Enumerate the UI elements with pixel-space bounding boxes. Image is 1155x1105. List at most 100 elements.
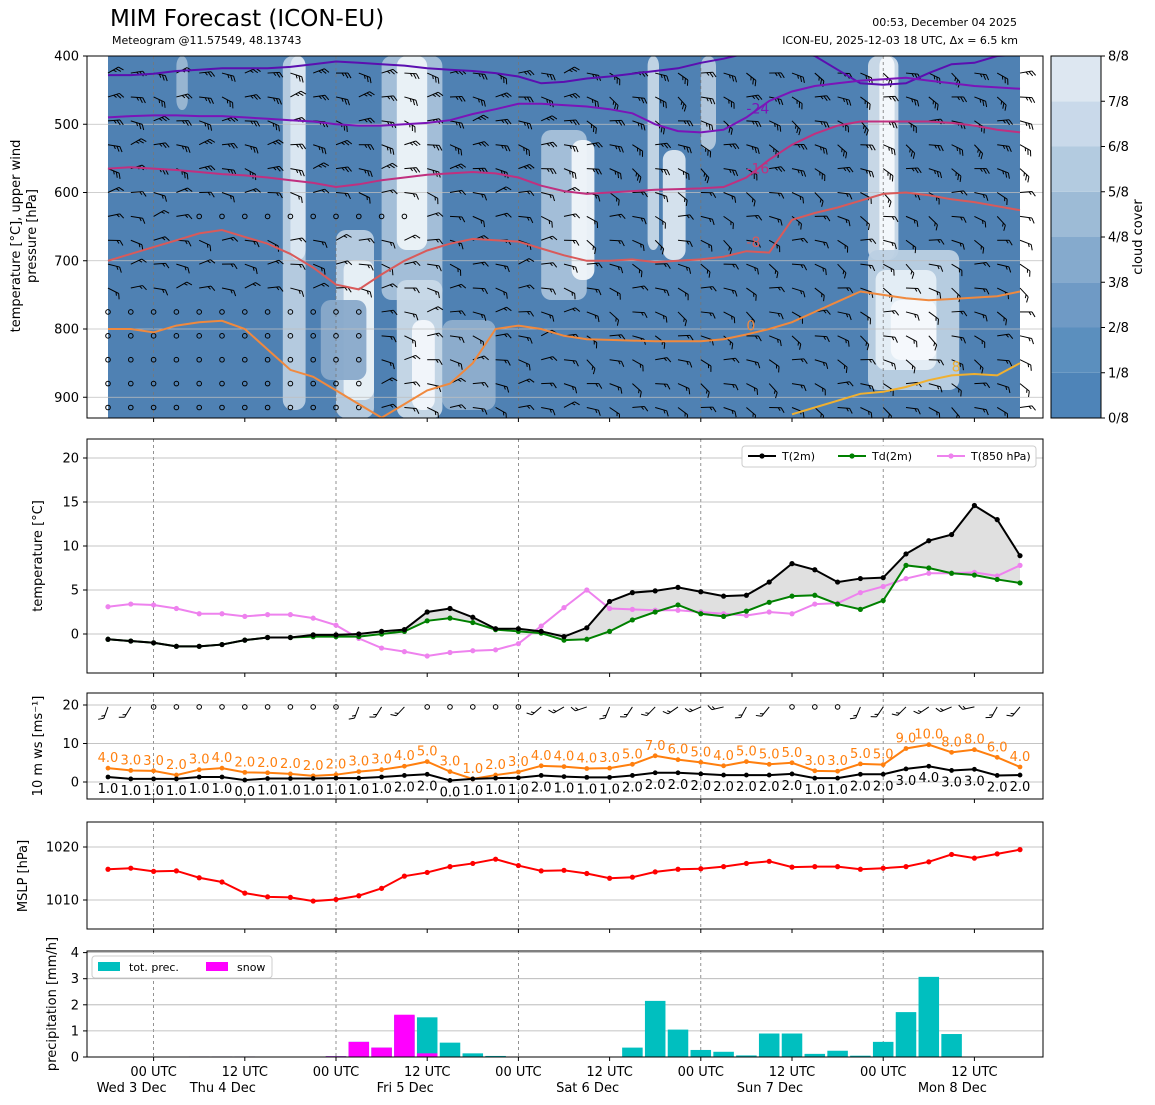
barb-staff xyxy=(974,192,987,196)
y-tick-label: 0 xyxy=(71,1051,79,1066)
barb-flag xyxy=(961,270,963,277)
barb-flag xyxy=(754,415,757,418)
barb-flag xyxy=(207,97,211,104)
data-point xyxy=(812,601,818,607)
precipitation-plot-area xyxy=(188,976,962,1057)
barb-flag xyxy=(500,170,503,175)
barb-flag xyxy=(621,361,625,367)
barb-flag xyxy=(803,144,808,150)
barb-flag xyxy=(183,283,188,286)
wind-barb xyxy=(1019,405,1036,411)
barb-flag xyxy=(229,195,232,200)
barb-flag xyxy=(184,214,189,218)
data-point xyxy=(971,572,978,578)
barb-staff xyxy=(996,216,1006,226)
barb-staff xyxy=(495,287,507,294)
barb-flag xyxy=(712,312,716,319)
barb-flag xyxy=(936,104,939,111)
wind-barb xyxy=(700,215,715,226)
wind-barb xyxy=(335,166,352,173)
barb-staff xyxy=(267,120,279,126)
barb-staff xyxy=(1019,383,1030,392)
barb-flag xyxy=(115,171,118,178)
barb-flag xyxy=(113,145,116,150)
wind-barb xyxy=(951,310,968,317)
data-point xyxy=(675,770,681,776)
barb-staff xyxy=(746,311,755,322)
barb-flag xyxy=(728,126,731,133)
calm-circle xyxy=(356,333,362,339)
calm-circle xyxy=(310,404,317,411)
x-tick-label: 00 UTC xyxy=(678,1065,724,1080)
barb-staff xyxy=(632,311,645,314)
barb-flag xyxy=(912,152,916,159)
wind-barb xyxy=(609,359,625,367)
x-tick-label: 12 UTC xyxy=(222,1065,268,1080)
barb-staff xyxy=(1019,359,1032,366)
barb-flag xyxy=(846,193,849,198)
wind-barb xyxy=(404,381,421,387)
wind-barb xyxy=(905,359,916,374)
barb-flag xyxy=(116,266,119,270)
barb-flag xyxy=(823,95,828,101)
barb-flag xyxy=(279,165,284,171)
barb-flag xyxy=(800,170,804,177)
wind-barb xyxy=(518,96,534,103)
mean-wind-data-label: 1.0 xyxy=(280,784,301,799)
wind-barb xyxy=(974,261,991,268)
barb-flag xyxy=(822,267,824,272)
wind-barb xyxy=(586,383,603,389)
mean-wind-data-label: 0.0 xyxy=(440,785,461,800)
barb-flag xyxy=(937,385,940,390)
barb-flag xyxy=(894,216,899,223)
barb-flag xyxy=(346,126,348,132)
barb-flag xyxy=(823,336,826,340)
wind-barb xyxy=(198,239,212,252)
barb-flag xyxy=(846,167,851,173)
barb-flag xyxy=(119,266,122,273)
barb-flag xyxy=(685,172,687,179)
colorbar-tick-label: 8/8 xyxy=(1108,50,1129,65)
barb-flag xyxy=(958,704,964,710)
barb-flag xyxy=(370,117,375,123)
barb-flag xyxy=(138,139,144,144)
calm-circle xyxy=(492,704,499,710)
wind-barb xyxy=(958,704,975,710)
barb-flag xyxy=(1024,147,1027,152)
legend-swatch xyxy=(206,962,228,971)
data-point xyxy=(858,761,863,767)
barb-flag xyxy=(912,245,914,250)
barb-flag xyxy=(158,118,163,122)
barb-staff xyxy=(723,120,733,130)
barb-flag xyxy=(621,213,626,220)
barb-flag xyxy=(164,115,170,121)
barb-staff xyxy=(677,359,690,363)
barb-staff xyxy=(609,287,621,295)
barb-staff xyxy=(609,407,620,415)
barb-flag xyxy=(799,76,803,82)
barb-staff xyxy=(541,235,553,241)
wind-barb xyxy=(107,239,124,246)
barb-flag xyxy=(735,264,739,270)
barb-flag xyxy=(506,306,512,312)
wind-barb xyxy=(723,96,735,109)
barb-flag xyxy=(660,246,663,251)
barb-staff xyxy=(632,263,643,272)
wind-barb xyxy=(563,263,578,273)
barb-flag xyxy=(481,73,485,80)
barb-flag xyxy=(962,337,966,344)
data-point xyxy=(515,626,522,632)
barb-flag xyxy=(503,308,508,311)
barb-flag xyxy=(848,99,852,106)
data-point xyxy=(698,866,704,872)
legend-box xyxy=(91,955,273,979)
barb-flag xyxy=(230,289,233,294)
isotherm-label: -16 xyxy=(746,161,769,177)
barb-flag xyxy=(754,80,757,87)
barb-flag xyxy=(526,217,530,221)
barb-flag xyxy=(209,138,216,143)
barb-flag xyxy=(392,148,395,155)
barb-flag xyxy=(682,76,684,81)
mean-wind-data-label: 4.0 xyxy=(918,771,939,786)
data-point xyxy=(219,774,225,780)
